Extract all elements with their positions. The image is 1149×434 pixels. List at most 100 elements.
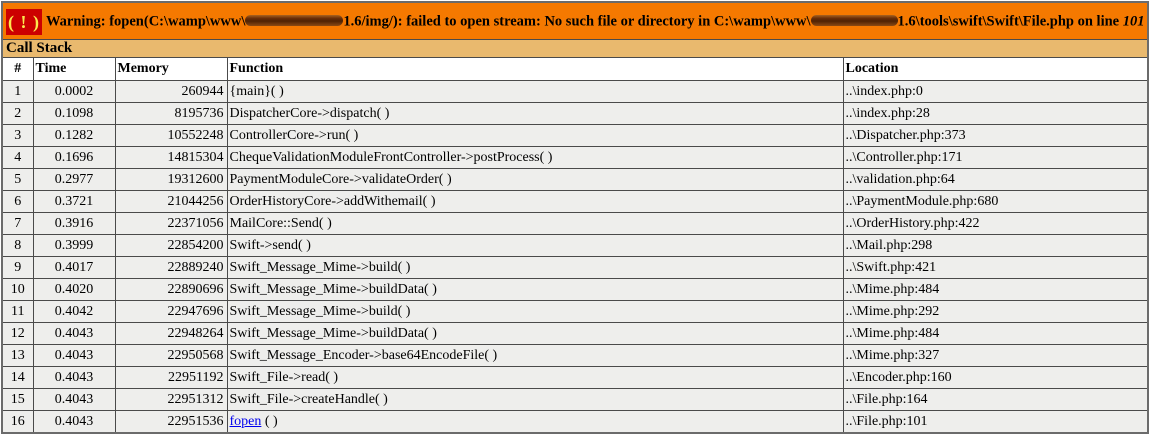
stack-time: 0.1282 [32, 124, 116, 147]
stack-function: ControllerCore->run( ) [226, 124, 844, 147]
stack-time: 0.1696 [32, 146, 116, 169]
table-row: 8 0.3999 22854200 Swift->send( ) ..\Mail… [1, 234, 1149, 257]
function-text: ControllerCore->run( ) [229, 127, 359, 143]
table-row: 5 0.2977 19312600 PaymentModuleCore->val… [1, 168, 1149, 191]
function-link[interactable]: fopen [229, 413, 262, 429]
stack-number: 6 [1, 190, 34, 213]
table-row: 12 0.4043 22948264 Swift_Message_Mime->b… [1, 322, 1149, 345]
table-row: 3 0.1282 10552248 ControllerCore->run( )… [1, 124, 1149, 147]
table-row: 11 0.4042 22947696 Swift_Message_Mime->b… [1, 300, 1149, 323]
stack-number: 10 [1, 278, 34, 301]
redacted-path-bar-1 [245, 14, 344, 26]
stack-memory: 22948264 [114, 322, 228, 345]
function-text: MailCore::Send( ) [229, 215, 332, 231]
stack-function: Swift_File->read( ) [226, 366, 844, 389]
stack-number: 14 [1, 366, 34, 389]
table-row: 9 0.4017 22889240 Swift_Message_Mime->bu… [1, 256, 1149, 279]
warning-row: ( ! ) Warning: fopen(C:\wamp\www\ 1.6/img/… [1, 1, 1149, 40]
stack-memory: 22951536 [114, 410, 228, 434]
stack-number: 7 [1, 212, 34, 235]
stack-location: ..\File.php:164 [842, 388, 1149, 411]
stack-number: 1 [1, 80, 34, 103]
stack-memory: 22371056 [114, 212, 228, 235]
stack-memory: 22890696 [114, 278, 228, 301]
call-stack-title: Call Stack [1, 39, 1149, 58]
stack-location: ..\Controller.php:171 [842, 146, 1149, 169]
stack-time: 0.4020 [32, 278, 116, 301]
function-text: ChequeValidationModuleFrontController->p… [229, 149, 553, 165]
column-header-number: # [1, 57, 34, 81]
stack-function: {main}( ) [226, 80, 844, 103]
stack-location: ..\Swift.php:421 [842, 256, 1149, 279]
table-row: 7 0.3916 22371056 MailCore::Send( ) ..\O… [1, 212, 1149, 235]
warning-message-part2: 1.6/img/): failed to open stream: No suc… [343, 13, 811, 29]
stack-location: ..\PaymentModule.php:680 [842, 190, 1149, 213]
stack-memory: 260944 [114, 80, 228, 103]
function-text: Swift_Message_Mime->build( ) [229, 259, 411, 275]
warning-message-part3: 1.6\tools\swift\Swift\File.php on line [897, 13, 1123, 29]
column-header-row: # Time Memory Function Location [1, 57, 1149, 81]
stack-memory: 19312600 [114, 168, 228, 191]
warning-banner: ( ! ) Warning: fopen(C:\wamp\www\ 1.6/img/… [1, 1, 1149, 40]
stack-location: ..\Dispatcher.php:373 [842, 124, 1149, 147]
stack-location: ..\Encoder.php:160 [842, 366, 1149, 389]
table-row: 4 0.1696 14815304 ChequeValidationModule… [1, 146, 1149, 169]
stack-number: 11 [1, 300, 34, 323]
function-text: Swift_Message_Mime->buildData( ) [229, 281, 437, 297]
column-header-memory: Memory [114, 57, 228, 81]
stack-memory: 14815304 [114, 146, 228, 169]
stack-memory: 22889240 [114, 256, 228, 279]
stack-time: 0.3999 [32, 234, 116, 257]
function-text: {main}( ) [229, 83, 284, 99]
function-text: PaymentModuleCore->validateOrder( ) [229, 171, 452, 187]
column-header-time: Time [32, 57, 116, 81]
stack-number: 5 [1, 168, 34, 191]
function-text: Swift_Message_Mime->build( ) [229, 303, 411, 319]
table-row: 1 0.0002 260944 {main}( ) ..\index.php:0 [1, 80, 1149, 103]
stack-location: ..\Mime.php:484 [842, 278, 1149, 301]
stack-location: ..\Mime.php:327 [842, 344, 1149, 367]
function-text: OrderHistoryCore->addWithemail( ) [229, 193, 436, 209]
warning-message-part1: Warning: fopen(C:\wamp\www\ [45, 13, 246, 29]
stack-function: Swift_Message_Mime->build( ) [226, 300, 844, 323]
stack-location: ..\File.php:101 [842, 410, 1149, 434]
stack-function: fopen ( ) [226, 410, 844, 434]
stack-function: OrderHistoryCore->addWithemail( ) [226, 190, 844, 213]
stack-memory: 10552248 [114, 124, 228, 147]
stack-time: 0.2977 [32, 168, 116, 191]
stack-function: Swift_Message_Mime->buildData( ) [226, 278, 844, 301]
function-text: ( ) [261, 413, 278, 429]
stack-function: ChequeValidationModuleFrontController->p… [226, 146, 844, 169]
stack-location: ..\Mail.php:298 [842, 234, 1149, 257]
stack-function: DispatcherCore->dispatch( ) [226, 102, 844, 125]
stack-time: 0.3721 [32, 190, 116, 213]
function-text: Swift_Message_Mime->buildData( ) [229, 325, 437, 341]
stack-time: 0.4042 [32, 300, 116, 323]
warning-line-number: 101 [1122, 13, 1145, 29]
stack-memory: 22951312 [114, 388, 228, 411]
stack-time: 0.4043 [32, 322, 116, 345]
table-row: 2 0.1098 8195736 DispatcherCore->dispatc… [1, 102, 1149, 125]
stack-time: 0.0002 [32, 80, 116, 103]
stack-location: ..\index.php:28 [842, 102, 1149, 125]
stack-location: ..\Mime.php:484 [842, 322, 1149, 345]
stack-function: Swift_Message_Mime->buildData( ) [226, 322, 844, 345]
stack-number: 9 [1, 256, 34, 279]
stack-number: 13 [1, 344, 34, 367]
table-row: 15 0.4043 22951312 Swift_File->createHan… [1, 388, 1149, 411]
stack-number: 15 [1, 388, 34, 411]
function-text: DispatcherCore->dispatch( ) [229, 105, 390, 121]
stack-function: Swift_File->createHandle( ) [226, 388, 844, 411]
table-row: 6 0.3721 21044256 OrderHistoryCore->addW… [1, 190, 1149, 213]
redacted-path-bar-2 [810, 14, 898, 26]
stack-time: 0.4043 [32, 344, 116, 367]
warning-icon: ( ! ) [6, 8, 42, 35]
stack-memory: 22947696 [114, 300, 228, 323]
function-text: Swift_File->read( ) [229, 369, 339, 385]
table-row: 16 0.4043 22951536 fopen ( ) ..\File.php… [1, 410, 1149, 434]
function-text: Swift_File->createHandle( ) [229, 391, 388, 407]
function-text: Swift_Message_Encoder->base64EncodeFile(… [229, 347, 498, 363]
stack-time: 0.4017 [32, 256, 116, 279]
